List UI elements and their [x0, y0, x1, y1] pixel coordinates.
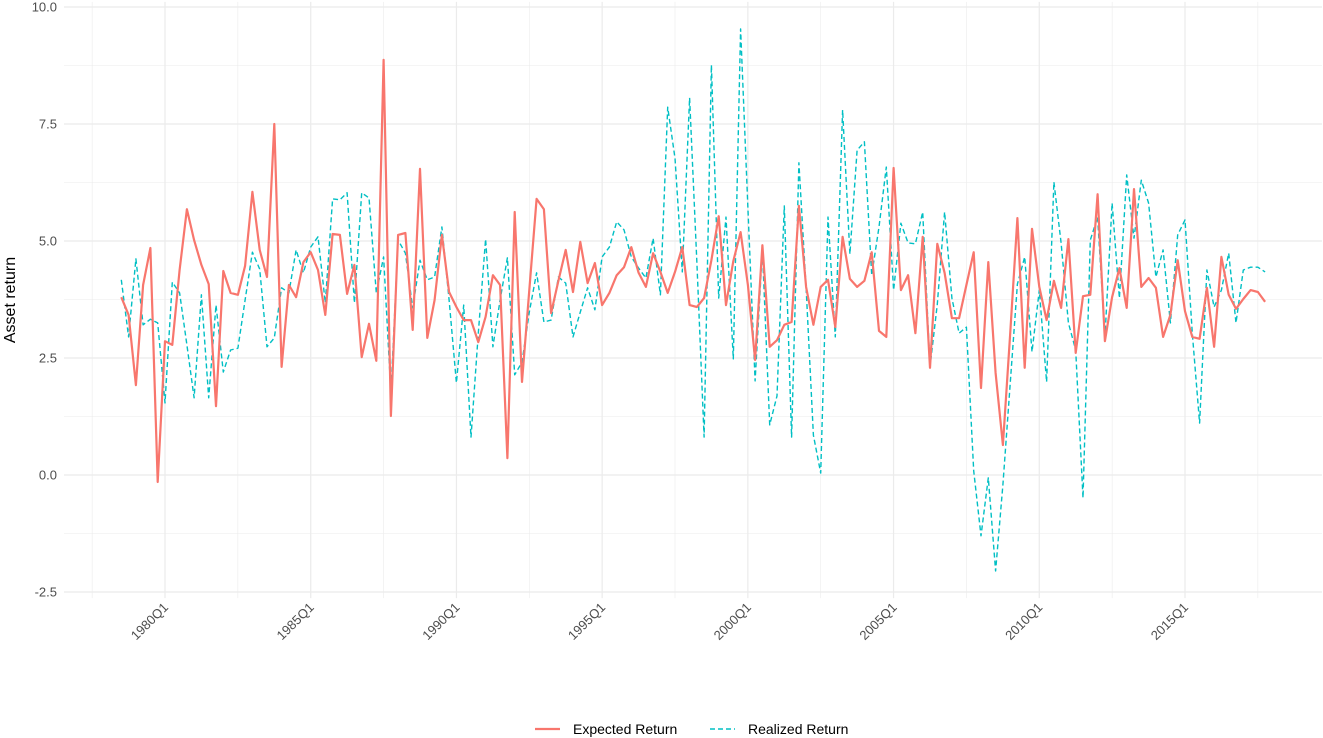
y-tick-label: -2.5 [35, 585, 57, 600]
y-tick-label: 2.5 [39, 351, 57, 366]
y-tick-label: 5.0 [39, 234, 57, 249]
x-tick-label: 1985Q1 [274, 600, 317, 643]
series-lines [120, 28, 1266, 572]
x-tick-label: 2015Q1 [1148, 600, 1191, 643]
x-tick-label: 1995Q1 [565, 600, 608, 643]
grid [64, 1, 1322, 599]
x-tick-label: 1980Q1 [128, 600, 171, 643]
y-axis-ticks: -2.5 0.0 2.5 5.0 7.5 10.0 [32, 0, 57, 600]
legend-label: Expected Return [573, 721, 677, 737]
y-tick-label: 7.5 [39, 117, 57, 132]
legend-label: Realized Return [748, 721, 848, 737]
expected-return-line [120, 58, 1266, 484]
y-axis-title: Asset return [2, 257, 19, 343]
y-tick-label: 10.0 [32, 0, 57, 15]
realized-return-line [120, 28, 1266, 572]
x-tick-label: 2000Q1 [711, 600, 754, 643]
x-tick-label: 2010Q1 [1002, 600, 1045, 643]
x-tick-label: 2005Q1 [856, 600, 899, 643]
legend: Expected Return Realized Return [535, 721, 848, 737]
y-tick-label: 0.0 [39, 468, 57, 483]
x-axis-ticks: 1980Q1 1985Q1 1990Q1 1995Q1 2000Q1 2005Q1 2010… [128, 600, 1191, 643]
x-tick-label: 1990Q1 [419, 600, 462, 643]
